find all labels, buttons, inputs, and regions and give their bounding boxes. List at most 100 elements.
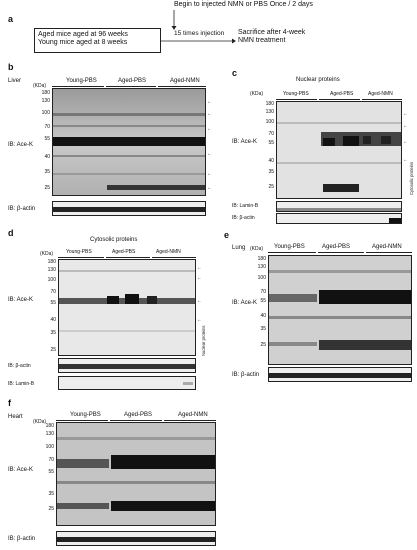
panel-d-title: Cytosolic proteins <box>90 237 138 243</box>
arrow-icon: ← <box>403 157 408 163</box>
panel-b-blot-image <box>53 89 205 195</box>
panel-a-label: a <box>8 14 14 24</box>
panel-d-group-young: Young-PBS <box>66 249 92 255</box>
panel-d-side-label: Nuclear proteins <box>201 325 206 357</box>
marker: 130 <box>45 431 54 437</box>
panel-d-lamin-strip <box>58 376 196 390</box>
marker: 180 <box>257 256 266 262</box>
panel-d-actin-strip <box>58 358 196 373</box>
marker: 35 <box>50 330 56 336</box>
panel-d-ib-lamin: IB: Lamin-B <box>8 381 35 387</box>
arrow-icon: ← <box>403 139 408 145</box>
injection-text: 15 times injection <box>174 30 225 37</box>
marker: 25 <box>50 347 56 353</box>
panel-c-kda: (KDa) <box>250 91 264 97</box>
panel-c-ib-main: IB: Ace-K <box>232 139 258 145</box>
panel-b-ib-loading: IB: β-actin <box>8 206 36 212</box>
marker: 70 <box>44 124 50 130</box>
panel-d-group-line <box>152 257 196 258</box>
panel-b-blot <box>52 88 206 196</box>
panel-e-kda: (KDa) <box>250 246 264 252</box>
panel-f-blot-image <box>57 423 215 525</box>
marker: 55 <box>268 140 274 146</box>
panel-f-group-line <box>164 420 216 421</box>
arrow-icon: ← <box>197 265 202 271</box>
panel-c-group-line <box>276 99 317 100</box>
marker: 100 <box>45 444 54 450</box>
panel-c-lamin-strip <box>276 201 402 212</box>
panel-a-left-box: Aged mice aged at 96 weeks Young mice ag… <box>34 28 161 53</box>
panel-f-group-young: Young-PBS <box>70 412 101 418</box>
panel-e-group-line <box>366 252 412 253</box>
marker: 100 <box>265 119 274 125</box>
marker: 40 <box>268 158 274 164</box>
panel-d-group-aged-nmn: Aged-NMN <box>156 249 181 255</box>
marker: 100 <box>41 110 50 116</box>
panel-b-group-young: Young-PBS <box>66 78 97 84</box>
marker: 40 <box>44 154 50 160</box>
panel-d-kda: (KDa) <box>40 251 54 257</box>
panel-f-kda: (KDa) <box>33 419 47 425</box>
panel-f-label: f <box>8 398 11 408</box>
panel-e-ib-main: IB: Ace-K <box>232 300 258 306</box>
panel-f-group-aged-pbs: Aged-PBS <box>124 412 153 418</box>
panel-d-blot <box>58 259 196 356</box>
marker: 130 <box>41 98 50 104</box>
sacrifice-text: Sacrifice after 4-week <box>238 29 306 36</box>
panel-a-arrows <box>161 10 236 44</box>
panel-b-actin-strip <box>52 201 206 216</box>
panel-c-ib-lamin: IB: Lamin-B <box>232 203 259 209</box>
panel-b-ib-main: IB: Ace-K <box>8 142 34 148</box>
marker: 70 <box>48 457 54 463</box>
panel-b-group-line <box>158 86 206 87</box>
panel-c-title: Nuclear proteins <box>296 77 340 83</box>
panel-e-group-line <box>318 252 364 253</box>
arrow-icon: ← <box>197 317 202 323</box>
panel-c-label: c <box>232 68 238 78</box>
marker: 55 <box>50 300 56 306</box>
marker: 70 <box>50 289 56 295</box>
marker: 180 <box>41 90 50 96</box>
marker: 35 <box>268 169 274 175</box>
marker: 25 <box>268 184 274 190</box>
marker: 130 <box>47 267 56 273</box>
marker: 55 <box>260 298 266 304</box>
panel-c-blot <box>276 101 402 199</box>
panel-e-group-line <box>268 252 316 253</box>
panel-c-group-line <box>319 99 360 100</box>
panel-e-label: e <box>224 230 230 240</box>
marker: 100 <box>47 277 56 283</box>
arrow-icon: ← <box>207 151 212 157</box>
marker: 40 <box>260 313 266 319</box>
panel-f-tissue: Heart <box>8 414 23 420</box>
nmn-treatment-text: NMN treatment <box>238 37 286 44</box>
panel-c-side-label: Cytosolic proteins <box>409 161 414 195</box>
marker: 70 <box>268 131 274 137</box>
panel-c-group-aged-nmn: Aged-NMN <box>368 91 393 97</box>
arrow-icon: ← <box>207 99 212 105</box>
panel-d-group-aged-pbs: Aged-PBS <box>112 249 136 255</box>
marker: 70 <box>260 289 266 295</box>
panel-d-ib-main: IB: Ace-K <box>8 297 34 303</box>
arrow-icon: ← <box>403 123 408 129</box>
panel-d-label: d <box>8 228 14 238</box>
panel-e-tissue: Lung <box>232 245 246 251</box>
marker: 180 <box>47 259 56 265</box>
panel-b-kda: (KDa) <box>33 83 47 89</box>
panel-b-group-aged-pbs: Aged-PBS <box>118 78 147 84</box>
young-mice-text: Young mice aged at 8 weeks <box>38 39 128 46</box>
panel-c-actin-strip <box>276 213 402 224</box>
panel-f-ib-main: IB: Ace-K <box>8 467 34 473</box>
panel-e-group-aged-nmn: Aged-NMN <box>372 244 402 250</box>
marker: 100 <box>257 275 266 281</box>
panel-e-actin-strip <box>268 367 412 382</box>
panel-b-group-line <box>106 86 156 87</box>
panel-a-top-text: Begin to injected NMN or PBS Once / 2 da… <box>174 1 313 8</box>
panel-d-ib-loading: IB: β-actin <box>8 363 31 369</box>
panel-b-label: b <box>8 62 14 72</box>
marker: 130 <box>257 264 266 270</box>
panel-d-blot-image <box>59 260 195 355</box>
panel-f-group-line <box>56 420 108 421</box>
arrow-icon: ← <box>207 111 212 117</box>
panel-f-group-line <box>110 420 162 421</box>
